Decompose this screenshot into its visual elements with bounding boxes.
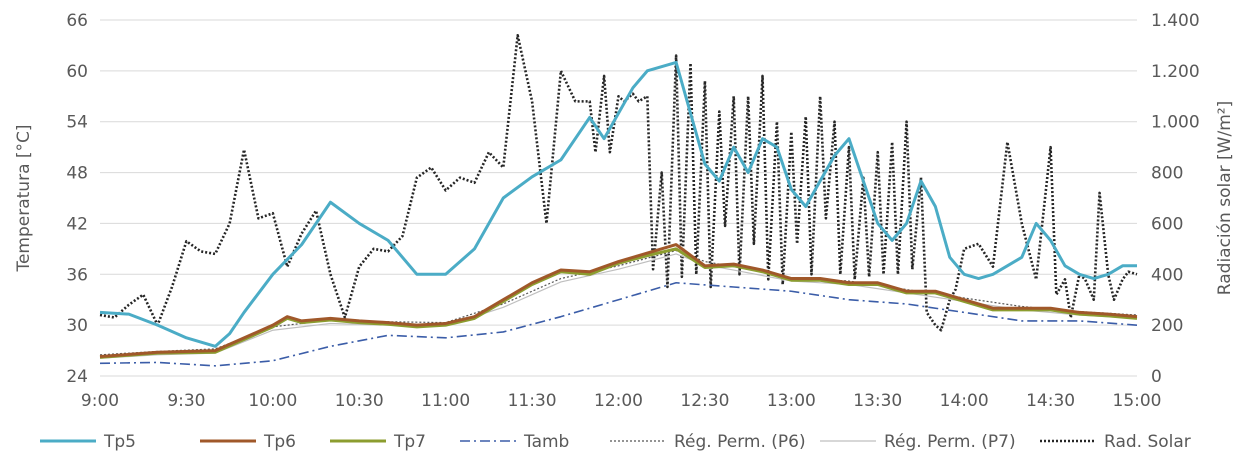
legend-label: Rég. Perm. (P6) <box>674 432 806 452</box>
y2-tick-label: 400 <box>1151 265 1183 285</box>
x-tick-label: 10:30 <box>335 391 384 411</box>
grid-lines <box>100 19 1137 377</box>
y2-tick-label: 200 <box>1151 316 1183 336</box>
y-tick-label: 30 <box>66 316 88 336</box>
y-tick-label: 24 <box>66 367 88 387</box>
series-line-r-g-perm-p6- <box>99 249 1138 356</box>
y2-tick-label: 600 <box>1151 214 1183 234</box>
series-layer <box>99 33 1138 367</box>
legend-label: Tp5 <box>103 432 136 452</box>
legend-item: Rég. Perm. (P6) <box>610 432 806 452</box>
x-tick-label: 10:00 <box>248 391 297 411</box>
x-tick-label: 15:00 <box>1113 391 1162 411</box>
legend-item: Rad. Solar <box>1040 432 1191 452</box>
y2-tick-label: 1.400 <box>1151 11 1200 31</box>
legend-label: Rég. Perm. (P7) <box>884 432 1016 452</box>
x-tick-label: 9:30 <box>167 391 205 411</box>
legend-label: Rad. Solar <box>1104 432 1191 452</box>
x-tick-label: 11:30 <box>508 391 557 411</box>
legend-item: Rég. Perm. (P7) <box>820 432 1016 452</box>
y2-tick-label: 1.200 <box>1151 62 1200 82</box>
y-tick-label: 48 <box>66 164 88 184</box>
legend-item: Tp6 <box>200 432 296 452</box>
legend: Tp5 Tp6 Tp7 Tamb Rég. Perm. (P6) Rég. Perm. (… <box>40 432 1191 452</box>
series-line-rad-solar <box>99 33 1138 332</box>
y-tick-label: 60 <box>66 62 88 82</box>
x-tick-label: 12:00 <box>594 391 643 411</box>
y2-axis-title: Radiación solar [W/m²] <box>1215 101 1235 295</box>
x-tick-label: 14:30 <box>1026 391 1075 411</box>
legend-item: Tp5 <box>40 432 136 452</box>
legend-label: Tp6 <box>263 432 296 452</box>
y-tick-label: 66 <box>66 11 88 31</box>
series-line-tamb <box>99 281 1138 367</box>
y-axis-title: Temperatura [°C] <box>14 124 34 272</box>
axis-ticks: 24 30 36 42 48 54 60 66 0 200 400 600 800 1.000 1.200 1… <box>66 11 1199 411</box>
series-line-tp6 <box>99 243 1138 358</box>
x-tick-label: 9:00 <box>81 391 119 411</box>
legend-item: Tp7 <box>330 432 426 452</box>
y-tick-label: 42 <box>66 214 88 234</box>
x-tick-label: 13:30 <box>853 391 902 411</box>
series-line-tp7 <box>99 247 1138 359</box>
series-line-tp5 <box>99 60 1137 348</box>
x-tick-label: 11:00 <box>421 391 470 411</box>
y2-tick-label: 0 <box>1151 367 1162 387</box>
y2-tick-label: 1.000 <box>1151 113 1200 133</box>
x-tick-label: 12:30 <box>680 391 729 411</box>
legend-item: Tamb <box>460 432 569 452</box>
y-tick-label: 36 <box>66 265 88 285</box>
x-tick-label: 13:00 <box>767 391 816 411</box>
legend-label: Tamb <box>523 432 569 452</box>
x-tick-label: 14:00 <box>940 391 989 411</box>
legend-label: Tp7 <box>393 432 426 452</box>
y-tick-label: 54 <box>66 113 88 133</box>
y2-tick-label: 800 <box>1151 164 1183 184</box>
